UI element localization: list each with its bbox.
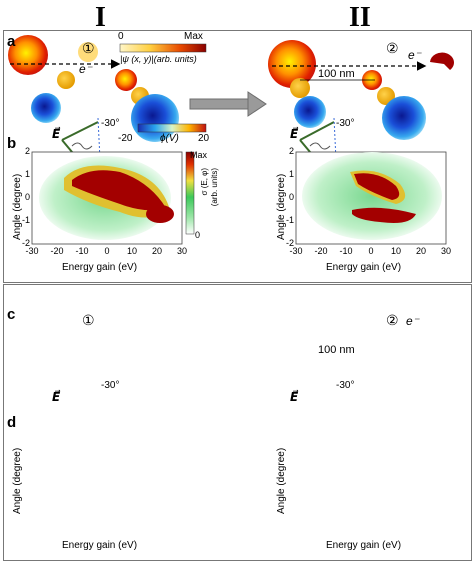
electron-packet [78,42,98,62]
d-right-ylabel: Angle (degree) [276,447,287,514]
column-heading-II: II [349,2,371,33]
dipole-cold-lobe [294,96,326,128]
dipole-hot-lobe [268,40,316,88]
angle-label: -30° [101,118,120,129]
b-left-xtick: -10 [75,246,89,256]
phi-colorbar-label: ϕ(V) [160,133,179,144]
b-left-xlabel: Energy gain (eV) [62,262,138,273]
map-b-left [31,151,183,245]
b-right-xtick: -20 [314,246,328,256]
b-right-xtick: -30 [289,246,303,256]
b-right-xtick: 30 [440,246,451,256]
structure-top-right [268,40,454,140]
panel-label-c: c [7,306,16,323]
sigma-colorbar-min: 0 [195,230,201,240]
phi-colorbar-max: 20 [198,133,210,144]
b-left-xtick: 30 [176,246,187,256]
sigma-colorbar [185,151,195,235]
b-right-xlabel: Energy gain (eV) [326,262,402,273]
b-right-ytick: -1 [285,215,294,225]
electron-symbol-bottom: e⁻ [406,314,420,328]
dipole-cold-lobe [31,93,61,123]
column-heading-I: I [95,2,106,33]
b-left-xtick: -20 [50,246,64,256]
psi-colorbar-label: |ψ (x, y)|(arb. units) [120,54,197,64]
dipole-hot-lobe [8,35,48,75]
b-right-xtick: 20 [415,246,426,256]
b-left-ytick: 2 [24,146,30,156]
step-marker-2-bottom: ② [386,312,399,328]
d-left-xlabel: Energy gain (eV) [62,540,138,551]
b-right-ytick: 1 [288,169,294,179]
angle-label-right: -30° [336,118,355,129]
bottom-panel [3,284,472,561]
electron-symbol-right: e⁻ [408,48,422,62]
efield-label: E⃗ [52,127,61,141]
step-marker-1: ① [82,40,95,56]
angle-label-bottom-right: -30° [336,380,355,391]
phi-colorbar-min: -20 [118,133,133,144]
gold-nanoparticle [57,71,75,89]
psi-colorbar [119,43,207,53]
b-left-xtick: 20 [151,246,162,256]
efield-label-right: E⃗ [290,127,299,141]
efield-label-bottom: E⃗ [52,390,61,404]
b-right-xtick: 0 [368,246,374,256]
panel-label-b: b [7,135,17,152]
psi-colorbar-min: 0 [118,31,124,42]
b-left-xtick: 10 [126,246,137,256]
transition-arrow-top [189,91,267,117]
panel-label-d: d [7,414,17,431]
step-marker-1-bottom: ① [82,312,95,328]
psi-colorbar-max: Max [184,31,203,42]
electron-symbol: e⁻ [79,62,93,76]
phi-colorbar [137,123,207,133]
efield-label-bottom-right: E⃗ [290,390,299,404]
distance-label-bottom: 100 nm [318,344,355,356]
gold-nanoparticle [290,78,310,98]
b-left-ytick: 1 [24,169,30,179]
dipole-cold-lobe-right [382,96,426,140]
b-left-ytick: 0 [24,192,30,202]
step-marker-2: ② [386,40,399,56]
gold-nanoparticle-right [377,87,395,105]
b-right-xtick: 10 [390,246,401,256]
b-right-xtick: -10 [339,246,353,256]
angle-label-bottom: -30° [101,380,120,391]
b-right-ytick: 2 [288,146,294,156]
b-right-ytick: -2 [285,238,294,248]
electron-packet [430,52,454,70]
map-b-right [295,151,447,245]
b-left-ytick: -1 [21,215,30,225]
b-left-xtick: -30 [25,246,39,256]
sigma-colorbar-max: Max [190,150,208,160]
dipole-hot-lobe-right [115,69,137,91]
b-left-xtick: 0 [104,246,110,256]
d-right-xlabel: Energy gain (eV) [326,540,402,551]
sigma-colorbar-label: σ (E, φ) [200,168,209,196]
sigma-colorbar-units: (arb. units) [210,168,219,207]
b-right-ytick: 0 [288,192,294,202]
distance-label: 100 nm [318,68,355,80]
b-left-ytick: -2 [21,238,30,248]
panel-label-a: a [7,33,16,50]
d-left-ylabel: Angle (degree) [12,447,23,514]
